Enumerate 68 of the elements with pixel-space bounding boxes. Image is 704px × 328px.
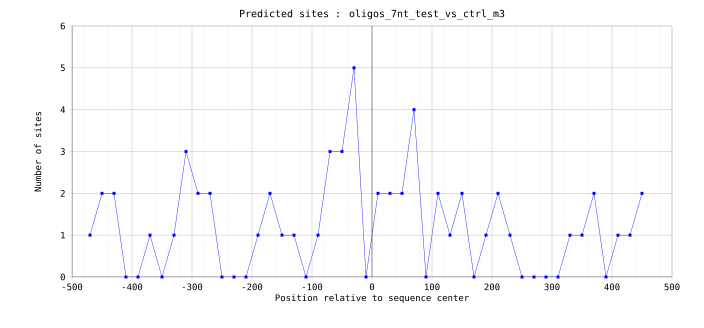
point	[340, 150, 344, 153]
point	[244, 276, 248, 278]
y-tick-label: 0	[60, 274, 65, 280]
x-tick-label: 500	[664, 284, 680, 290]
point	[280, 234, 284, 237]
point	[460, 192, 464, 195]
y-axis-title: Number of sites	[34, 112, 42, 192]
x-tick-label: -100	[302, 284, 322, 290]
point	[112, 192, 116, 195]
y-tick-label: 5	[60, 64, 65, 72]
point	[136, 276, 140, 278]
point	[316, 234, 320, 237]
x-tick-label: 200	[484, 284, 500, 290]
point	[376, 192, 380, 195]
point	[268, 192, 272, 195]
y-tick-label: 2	[60, 190, 65, 197]
point	[472, 276, 476, 278]
point	[172, 234, 176, 237]
point	[232, 276, 236, 278]
x-tick-label: -400	[122, 284, 142, 290]
point	[556, 276, 560, 278]
point	[160, 276, 164, 278]
x-tick-label: 100	[424, 284, 440, 290]
x-tick-label: -500	[62, 284, 82, 290]
point	[520, 276, 524, 278]
point	[400, 192, 404, 195]
x-tick-label: 300	[544, 284, 560, 290]
point	[328, 150, 332, 153]
point	[496, 192, 500, 195]
x-tick-label: -200	[242, 284, 262, 290]
point	[196, 192, 200, 195]
point	[256, 234, 260, 237]
point	[100, 192, 104, 195]
point	[424, 276, 428, 278]
point	[412, 108, 416, 112]
point	[352, 66, 356, 70]
x-tick-label: 0	[370, 284, 374, 290]
point	[616, 234, 620, 237]
y-tick-label: 4	[60, 106, 66, 113]
chart-title: Predicted sites : oligos_7nt_test_vs_ctrl_m3	[240, 10, 504, 20]
x-tick-label: 400	[604, 284, 620, 290]
point	[508, 234, 512, 237]
point	[220, 276, 224, 278]
y-tick-label: 1	[61, 232, 65, 238]
point	[484, 234, 488, 237]
point	[388, 192, 392, 195]
point	[448, 234, 452, 237]
point	[364, 276, 368, 278]
x-axis-title: Position relative to sequence center	[276, 294, 469, 303]
point	[124, 276, 128, 278]
point	[292, 234, 296, 237]
point	[544, 276, 548, 278]
point	[88, 234, 92, 237]
point	[148, 234, 152, 237]
point	[628, 234, 632, 237]
point	[304, 276, 308, 278]
point	[208, 192, 212, 195]
point	[184, 150, 188, 153]
point	[580, 234, 584, 237]
point	[640, 192, 644, 195]
point	[436, 192, 440, 195]
point	[568, 234, 572, 237]
point	[604, 276, 608, 278]
y-tick-label: 3	[60, 148, 65, 155]
point	[592, 192, 596, 195]
y-tick-label: 6	[60, 22, 65, 30]
point	[532, 276, 536, 278]
x-tick-label: -300	[182, 284, 202, 290]
